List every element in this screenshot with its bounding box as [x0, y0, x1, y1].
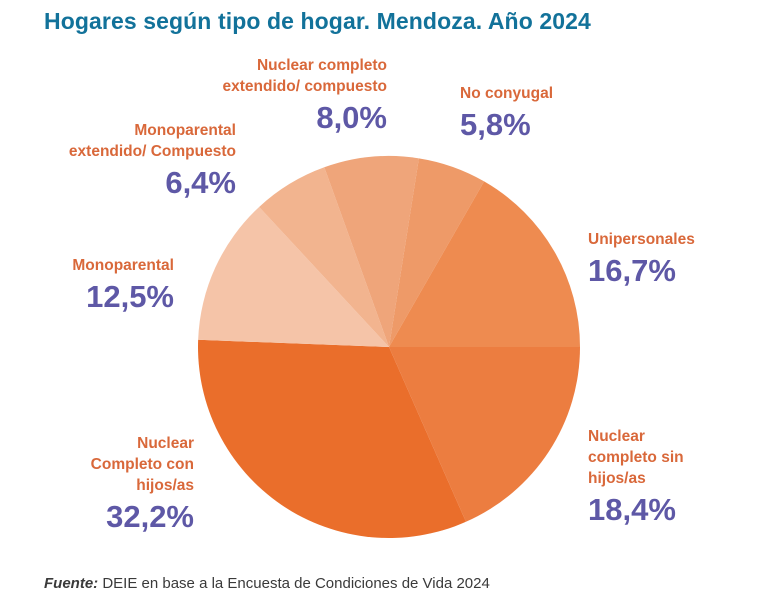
label-nuclear-con-hijos: Nuclear Completo con hijos/as 32,2%	[91, 433, 194, 536]
label-percent: 8,0%	[316, 100, 387, 135]
label-percent: 5,8%	[460, 107, 531, 142]
label-percent: 18,4%	[588, 492, 676, 527]
pie-slice-nuclear-completo-con-hijos-as	[198, 339, 466, 538]
label-name: Nuclear completo extendido/ compuesto	[222, 57, 388, 95]
label-name: Nuclear Completo con hijos/as	[90, 435, 194, 494]
source-note: Fuente: DEIE en base a la Encuesta de Co…	[44, 575, 490, 592]
label-name: Unipersonales	[588, 231, 695, 248]
label-name: No conyugal	[460, 85, 554, 102]
chart-title: Hogares según tipo de hogar. Mendoza. Añ…	[44, 8, 591, 34]
source-text: DEIE en base a la Encuesta de Condicione…	[98, 575, 490, 592]
label-name: Nuclear completo sin hijos/as	[588, 428, 684, 487]
pie-slice-monoparental-extendido-compuesto	[259, 167, 389, 347]
pie-slice-unipersonales	[389, 181, 580, 347]
label-name: Monoparental	[72, 257, 174, 274]
label-no-conyugal: No conyugal 5,8%	[460, 83, 553, 144]
pie-slice-nuclear-completo-sin-hijos-as	[389, 347, 580, 522]
label-name: Monoparental extendido/ Compuesto	[68, 122, 236, 160]
pie-slice-no-conyugal	[389, 158, 485, 347]
pie-slice-nuclear-completo-extendido-compuesto	[324, 155, 419, 347]
label-nuclear-extendido: Nuclear completo extendido/ compuesto 8,…	[223, 55, 388, 137]
label-unipersonales: Unipersonales 16,7%	[588, 229, 695, 290]
label-percent: 6,4%	[165, 165, 236, 200]
label-monoparental: Monoparental 12,5%	[72, 255, 174, 316]
source-lead: Fuente:	[44, 575, 99, 592]
label-monoparental-extendido: Monoparental extendido/ Compuesto 6,4%	[69, 120, 236, 202]
label-nuclear-sin-hijos: Nuclear completo sin hijos/as 18,4%	[588, 426, 684, 529]
label-percent: 32,2%	[106, 499, 194, 534]
label-percent: 12,5%	[86, 279, 174, 314]
label-percent: 16,7%	[588, 253, 676, 288]
pie-slice-monoparental	[198, 206, 389, 347]
